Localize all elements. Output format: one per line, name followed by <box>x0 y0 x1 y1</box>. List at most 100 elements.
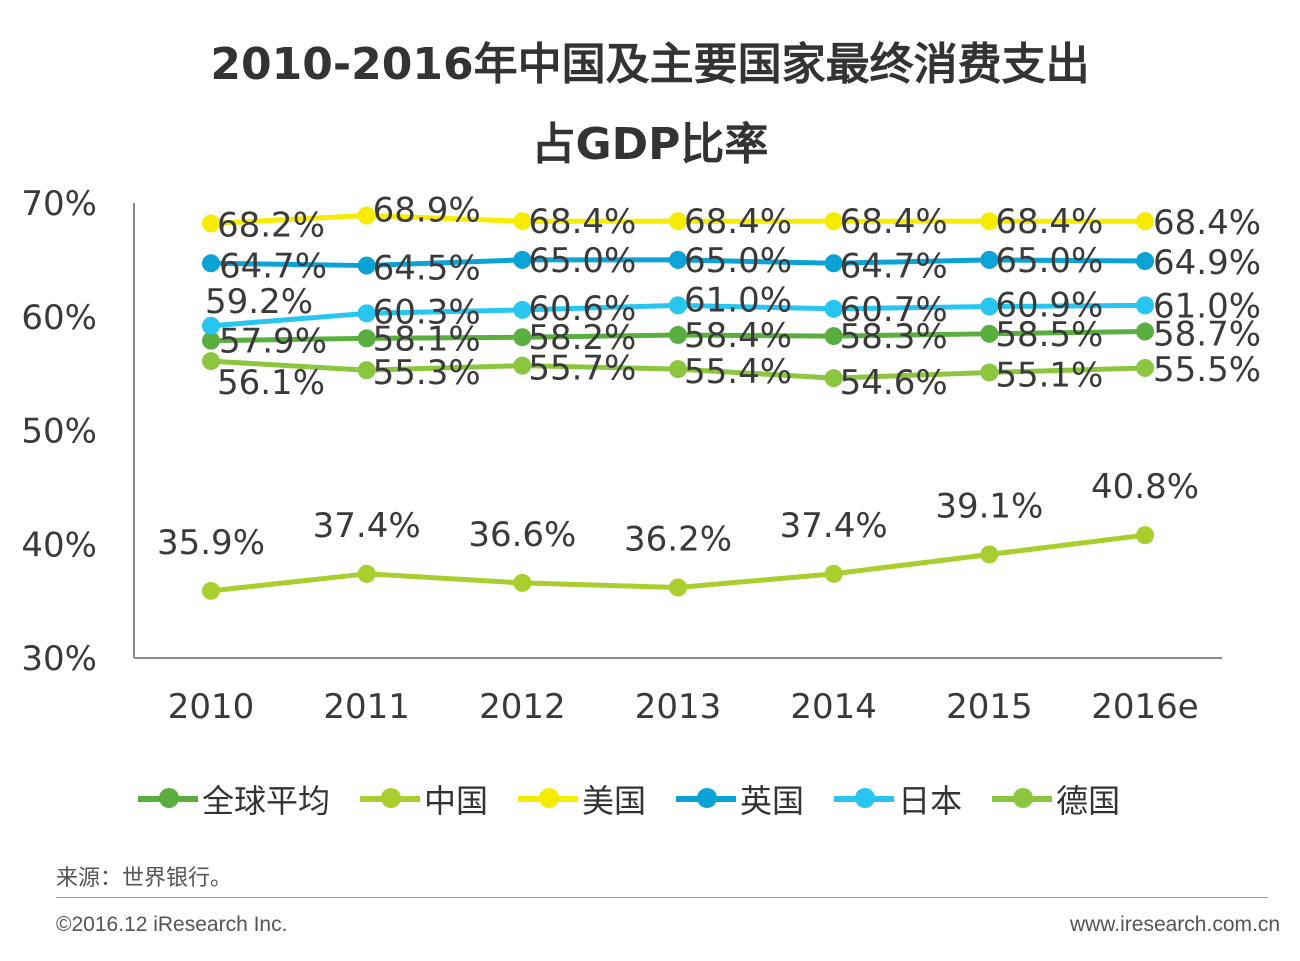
data-point <box>202 352 220 371</box>
legend-swatch <box>992 788 1053 808</box>
data-label: 55.4% <box>684 352 792 392</box>
data-point <box>669 360 688 379</box>
legend-item: 中国 <box>360 776 488 822</box>
data-point <box>202 581 220 600</box>
data-label: 65.0% <box>995 241 1103 281</box>
data-point <box>824 564 843 583</box>
legend-label: 美国 <box>582 782 647 820</box>
x-tick-label: 2010 <box>168 687 255 727</box>
data-label: 56.1% <box>217 363 325 403</box>
data-point <box>824 327 843 346</box>
legend-marker <box>1013 788 1034 808</box>
data-point <box>202 331 220 350</box>
data-label: 68.4% <box>1153 203 1261 243</box>
legend-item: 英国 <box>676 776 804 822</box>
data-label: 65.0% <box>684 241 792 281</box>
data-point <box>513 356 532 375</box>
data-point <box>357 329 376 348</box>
x-tick-label: 2013 <box>635 687 722 727</box>
data-label: 64.7% <box>219 246 327 286</box>
data-label: 37.4% <box>780 506 888 546</box>
legend-swatch <box>138 788 198 808</box>
data-label: 68.4% <box>840 202 948 242</box>
legend-swatch <box>360 788 421 808</box>
data-point <box>357 304 376 323</box>
data-point <box>202 316 220 335</box>
data-label: 55.5% <box>1153 350 1261 390</box>
data-label: 68.4% <box>684 202 792 242</box>
legend-label: 德国 <box>1056 782 1121 820</box>
data-point <box>357 361 376 380</box>
data-point <box>513 212 532 231</box>
data-label: 61.0% <box>1153 286 1261 326</box>
x-tick-label: 2015 <box>946 687 1033 727</box>
data-point <box>1136 358 1155 377</box>
data-point <box>824 369 843 388</box>
data-point <box>669 250 688 269</box>
legend-swatch <box>518 788 579 808</box>
data-point <box>669 578 688 597</box>
data-label: 58.3% <box>840 317 948 357</box>
data-label: 58.7% <box>1153 315 1261 355</box>
chart-title: 2010-2016年中国及主要国家最终消费支出 <box>210 39 1090 90</box>
y-tick-label: 70% <box>21 184 97 224</box>
legend-item: 全球平均 <box>138 776 330 822</box>
y-tick-label: 50% <box>21 412 97 452</box>
chart-legend: 全球平均 中国 美国 英国 日本 德国 <box>138 776 1150 822</box>
legend-label: 英国 <box>740 782 805 820</box>
data-label: 60.7% <box>840 290 948 330</box>
line-chart: 70% 60% 50% 40% 30% 2010 2011 2012 2013 2014 2015 2… <box>21 184 1261 727</box>
legend-label: 中国 <box>424 782 489 820</box>
data-point <box>980 250 999 269</box>
data-point <box>1136 526 1155 545</box>
data-point <box>980 545 999 564</box>
data-label: 64.5% <box>373 249 481 289</box>
data-label: 64.7% <box>840 246 948 286</box>
data-label: 55.7% <box>528 349 636 389</box>
website-link[interactable]: www.iresearch.com.cn <box>1069 913 1280 936</box>
y-tick-label: 40% <box>21 525 97 565</box>
data-label: 40.8% <box>1091 467 1199 507</box>
y-tick-label: 60% <box>21 298 97 338</box>
data-label: 57.9% <box>219 322 327 362</box>
data-label: 55.1% <box>995 355 1103 395</box>
data-point <box>980 363 999 382</box>
data-point <box>1136 296 1155 315</box>
data-point <box>1136 212 1155 231</box>
legend-swatch <box>676 788 737 808</box>
x-tick-label: 2012 <box>479 687 566 727</box>
data-label: 60.3% <box>373 292 481 332</box>
data-point <box>669 325 688 344</box>
data-label: 60.6% <box>528 289 636 329</box>
data-label: 36.6% <box>468 515 576 555</box>
data-label: 58.5% <box>995 315 1103 355</box>
legend-label: 日本 <box>898 782 963 820</box>
data-label: 68.4% <box>528 202 636 242</box>
data-label: 39.1% <box>935 486 1043 526</box>
data-label: 68.2% <box>217 205 325 245</box>
data-label: 65.0% <box>528 241 636 281</box>
data-point <box>513 328 532 347</box>
legend-marker <box>159 788 179 808</box>
data-label: 36.2% <box>624 519 732 559</box>
data-label: 58.1% <box>373 319 481 359</box>
data-label: 68.4% <box>995 202 1103 242</box>
data-point <box>669 212 688 231</box>
data-label: 55.3% <box>373 353 481 393</box>
data-label: 60.9% <box>995 286 1103 326</box>
data-label: 61.0% <box>684 280 792 320</box>
data-point <box>357 206 376 225</box>
legend-item: 德国 <box>992 776 1120 822</box>
data-point <box>357 564 376 583</box>
data-label: 58.2% <box>528 318 636 358</box>
legend-item: 日本 <box>834 776 962 822</box>
data-point <box>980 324 999 343</box>
copyright-text: ©2016.12 iResearch Inc. <box>56 913 288 936</box>
x-tick-label: 2014 <box>790 687 877 727</box>
source-note: 来源：世界银行。 <box>56 866 233 891</box>
footer-divider <box>56 897 1268 898</box>
legend-marker <box>381 788 402 808</box>
data-point <box>669 296 688 315</box>
data-label: 58.4% <box>684 316 792 356</box>
data-point <box>824 212 843 231</box>
